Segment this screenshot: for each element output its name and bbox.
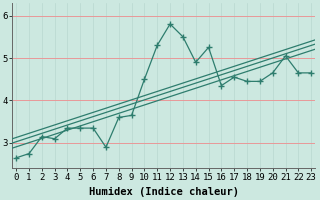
X-axis label: Humidex (Indice chaleur): Humidex (Indice chaleur) — [89, 187, 239, 197]
